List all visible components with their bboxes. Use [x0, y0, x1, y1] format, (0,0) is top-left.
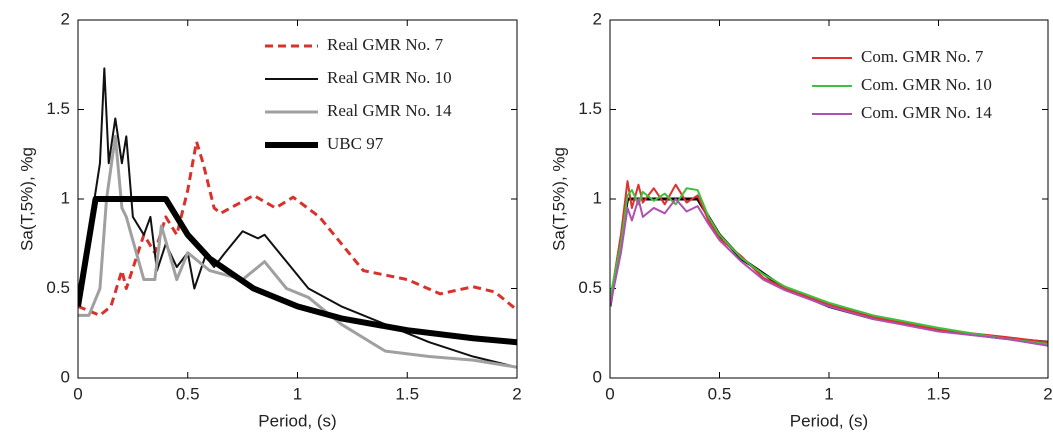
y-tick-label: 2	[61, 9, 70, 28]
x-tick-label: 1.5	[927, 384, 951, 403]
legend-label: Real GMR No. 7	[327, 35, 444, 54]
y-tick-label: 1.5	[46, 99, 70, 118]
series-line	[610, 197, 1048, 344]
legend-label: Com. GMR No. 10	[861, 75, 992, 94]
legend-label: UBC 97	[327, 134, 384, 153]
series-line	[610, 180, 1048, 344]
x-tick-label: 0	[605, 384, 614, 403]
legend-label: Real GMR No. 10	[327, 68, 452, 87]
plot-frame	[77, 19, 518, 379]
y-tick-label: 0.5	[578, 278, 602, 297]
x-tick-label: 2	[512, 384, 521, 403]
x-tick-label: 0.5	[708, 384, 732, 403]
x-tick-label: 2	[1043, 384, 1052, 403]
x-tick-label: 0.5	[176, 384, 200, 403]
series-line	[78, 196, 517, 346]
x-axis-label: Period, (s)	[258, 411, 336, 430]
plot-frame	[609, 19, 1049, 379]
y-tick-label: 0	[61, 367, 70, 386]
x-tick-label: 1.5	[395, 384, 419, 403]
series-line	[610, 198, 1048, 347]
y-tick-label: 1	[61, 188, 70, 207]
legend-label: Com. GMR No. 14	[861, 103, 992, 122]
x-tick-label: 0	[73, 384, 82, 403]
y-tick-label: 0	[593, 367, 602, 386]
legend-label: Real GMR No. 14	[327, 101, 452, 120]
y-axis-label: Sa(T,5%), %g	[17, 147, 36, 251]
y-tick-label: 1.5	[578, 99, 602, 118]
y-tick-label: 0.5	[46, 278, 70, 297]
y-axis-label: Sa(T,5%), %g	[549, 147, 568, 251]
x-axis-label: Period, (s)	[790, 411, 868, 430]
x-tick-label: 1	[293, 384, 302, 403]
x-tick-label: 1	[824, 384, 833, 403]
series-line	[78, 134, 517, 369]
series-line	[610, 187, 1048, 345]
legend-label: Com. GMR No. 7	[861, 47, 984, 66]
series-line	[78, 140, 517, 317]
y-tick-label: 2	[593, 9, 602, 28]
y-tick-label: 1	[593, 188, 602, 207]
